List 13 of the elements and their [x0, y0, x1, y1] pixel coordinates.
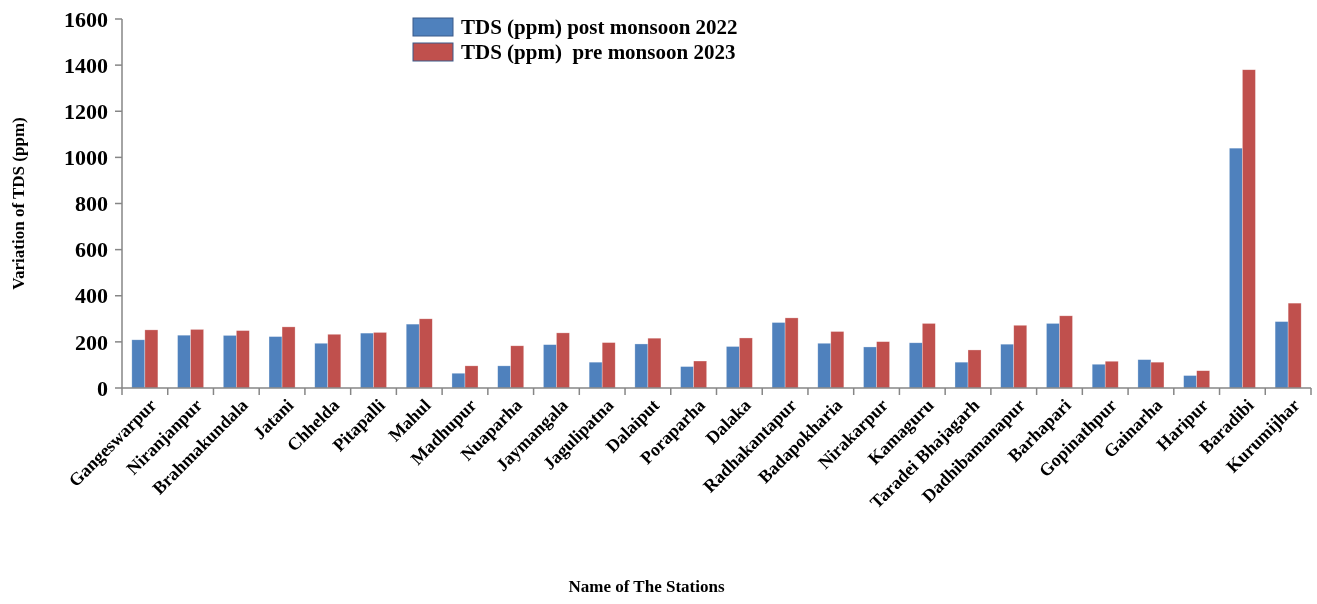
- y-axis-title: Variation of TDS (ppm): [9, 117, 28, 290]
- y-tick-label: 200: [75, 329, 108, 355]
- y-tick-label: 1000: [64, 145, 108, 171]
- y-tick-label: 800: [75, 191, 108, 217]
- x-axis-title: Name of The Stations: [568, 577, 725, 596]
- y-tick-label: 600: [75, 237, 108, 263]
- legend-label: TDS (ppm) pre monsoon 2023: [461, 40, 736, 65]
- y-tick-label: 1600: [64, 6, 108, 32]
- y-tick-label: 1200: [64, 98, 108, 124]
- y-tick-label: 1400: [64, 52, 108, 78]
- y-tick-label: 400: [75, 283, 108, 309]
- y-tick-label: 0: [97, 375, 108, 401]
- legend-label: TDS (ppm) post monsoon 2022: [461, 15, 738, 40]
